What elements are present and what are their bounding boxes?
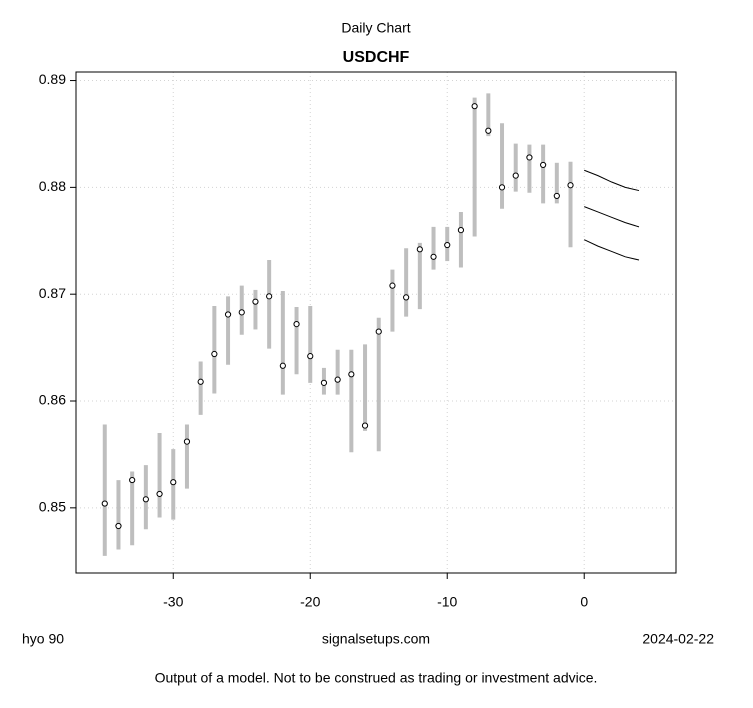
x-tick-label: -10 [437, 594, 457, 610]
close-point [526, 154, 533, 161]
x-tick-label: -30 [163, 594, 183, 610]
footer-center: signalsetups.com [322, 631, 430, 647]
close-point [101, 500, 108, 507]
disclaimer: Output of a model. Not to be construed a… [155, 670, 598, 686]
close-point [183, 438, 191, 445]
close-point [457, 226, 465, 234]
close-point [375, 328, 382, 335]
y-tick-label: 0.89 [39, 71, 66, 87]
y-tick-label: 0.86 [39, 392, 66, 408]
close-point [512, 172, 519, 179]
forecast-line [584, 206, 640, 228]
close-point [361, 422, 369, 429]
close-point [540, 161, 547, 169]
y-tick-label: 0.88 [39, 178, 66, 194]
close-point [553, 192, 560, 200]
close-point [567, 182, 574, 189]
close-point [348, 371, 355, 378]
close-point [156, 490, 163, 498]
close-point [211, 350, 218, 358]
footer-right: 2024-02-22 [642, 631, 714, 647]
close-point [252, 298, 259, 305]
close-point [403, 294, 410, 301]
x-tick-label: -20 [300, 594, 320, 610]
chart-title: Daily Chart [341, 20, 410, 36]
close-point [430, 253, 437, 260]
y-tick-label: 0.87 [39, 285, 66, 301]
close-point [115, 522, 122, 530]
footer-left: hyo 90 [22, 631, 64, 647]
close-point [293, 321, 300, 328]
x-tick-label: 0 [580, 594, 588, 610]
forecast-line [584, 169, 640, 192]
chart-subtitle: USDCHF [343, 49, 410, 66]
close-point [279, 362, 286, 369]
close-point [238, 309, 245, 316]
close-point [416, 246, 423, 253]
close-point [389, 282, 396, 289]
close-point [129, 476, 136, 484]
plot-frame [75, 71, 677, 574]
close-point [498, 184, 506, 191]
close-point [307, 353, 314, 360]
close-point [320, 379, 328, 386]
close-point [142, 496, 149, 503]
close-point [444, 241, 451, 249]
close-point [334, 376, 341, 383]
close-point [197, 378, 204, 385]
y-tick-label: 0.85 [39, 499, 66, 515]
close-point [471, 103, 478, 110]
close-point [170, 479, 177, 486]
close-point [266, 293, 273, 300]
close-point [485, 127, 492, 134]
forecast-line [584, 239, 640, 261]
close-point [224, 311, 232, 318]
